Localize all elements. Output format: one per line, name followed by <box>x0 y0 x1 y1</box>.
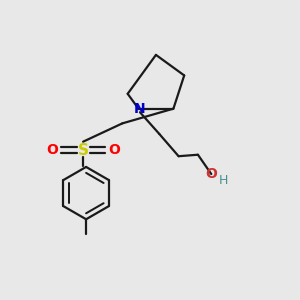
Text: H: H <box>218 174 228 187</box>
Text: S: S <box>78 142 88 158</box>
Text: O: O <box>46 143 58 157</box>
Text: O: O <box>206 167 217 181</box>
Text: N: N <box>134 102 146 116</box>
Text: O: O <box>108 143 120 157</box>
